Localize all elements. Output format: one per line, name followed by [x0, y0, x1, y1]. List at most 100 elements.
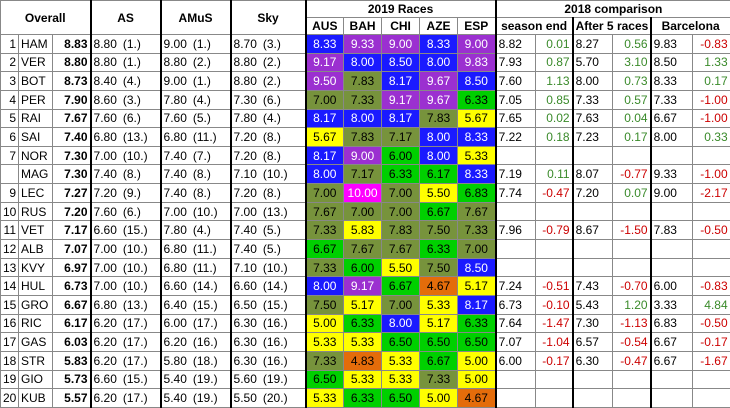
amus-rating: 9.00 (1.): [160, 71, 232, 91]
overall-rating: 6.17: [51, 313, 92, 334]
comparison-delta: -1.50: [612, 220, 652, 241]
overall-rating: 7.20: [51, 201, 92, 222]
comparison-delta: [692, 257, 730, 278]
rating-value: 7.40: [163, 148, 187, 163]
sky-rating: 5.60 (19.): [230, 369, 307, 390]
header-cell: AMuS: [160, 0, 232, 35]
as-rating: 8.80 (1.): [90, 52, 162, 73]
comparison-delta: 0.87: [535, 52, 574, 73]
rating-value: 7.60: [93, 204, 117, 219]
position: 14: [0, 276, 19, 296]
as-rating: 6.80 (13.): [90, 294, 162, 315]
as-rating: 6.20 (17.): [90, 332, 162, 352]
race-header: BAH: [343, 17, 383, 35]
rating-rank: (2.): [262, 55, 281, 70]
rating-rank: (1.): [122, 36, 141, 51]
rating-value: 6.80: [93, 130, 117, 145]
rating-rank: (10.): [262, 167, 288, 182]
race-rating: 5.67: [305, 127, 345, 147]
comparison-delta: [612, 369, 652, 390]
race-rating: 6.83: [457, 183, 497, 203]
position: 2: [0, 52, 19, 73]
rating-value: 5.40: [163, 391, 187, 406]
driver: KVY: [18, 257, 53, 278]
position: 4: [0, 89, 19, 110]
race-rating: 5.17: [343, 294, 383, 315]
as-rating: 6.60 (15.): [90, 369, 162, 390]
as-rating: 6.20 (17.): [90, 350, 162, 371]
rating-value: 6.80: [163, 260, 187, 275]
comparison-value: [495, 257, 537, 278]
driver-row: 2 VER 8.80 8.80 (1.) 8.80 (2.) 8.80 (2.) 9.17 8.00…: [0, 52, 730, 73]
race-rating: 4.83: [343, 350, 383, 371]
overall-rating: 7.17: [51, 220, 92, 241]
as-rating: 7.00 (10.): [90, 257, 162, 278]
header-row: AUS BAH CHI AZE ESP season end After 5 races Ba…: [1, 17, 730, 35]
race-rating: 5.33: [343, 369, 383, 390]
rating-value: 6.00: [163, 316, 187, 331]
race-rating: 4.67: [457, 388, 497, 408]
driver-row: 7 NOR 7.30 7.00 (10.) 7.40 (7.) 7.20 (8.) 8.17 9.0…: [0, 145, 730, 166]
comparison-value: 7.23: [572, 127, 614, 147]
driver-row: 9 LEC 7.27 7.20 (9.) 7.40 (8.) 7.20 (8.) 7.00 10.0…: [0, 183, 730, 203]
comparison-delta: 0.56: [612, 34, 652, 54]
comparison-delta: -1.04: [535, 332, 574, 352]
driver-row: 15 GRO 6.67 6.80 (13.) 6.40 (15.) 6.50 (15.) 7.50…: [0, 294, 730, 315]
driver-row: 13 KVY 6.97 7.00 (10.) 6.80 (11.) 7.10 (10.) 7.33…: [0, 257, 730, 278]
sky-rating: 7.10 (10.): [230, 257, 307, 278]
comparison-delta: [612, 257, 652, 278]
comparison-value: 7.19: [495, 164, 537, 185]
race-rating: 5.00: [457, 350, 497, 371]
as-rating: 8.60 (3.): [90, 89, 162, 110]
comparison-header: After 5 races: [572, 17, 652, 35]
rating-rank: (17.): [192, 316, 218, 331]
comparison-value: [572, 145, 614, 166]
race-rating: 5.00: [305, 313, 345, 334]
race-rating: 6.00: [343, 257, 383, 278]
as-rating: 6.60 (15.): [90, 220, 162, 241]
race-header: CHI: [381, 17, 421, 35]
as-rating: 8.80 (1.): [90, 34, 162, 54]
rating-rank: (13.): [262, 204, 288, 219]
race-rating: 7.17: [381, 127, 421, 147]
race-rating: 8.33: [419, 34, 459, 54]
comparison-value: 7.43: [572, 276, 614, 296]
rating-rank: (14.): [192, 279, 218, 294]
rating-value: 7.80: [233, 111, 257, 126]
comparison-value: 8.82: [495, 34, 537, 54]
rating-rank: (11.): [192, 130, 217, 145]
comparison-value: 5.70: [572, 52, 614, 73]
overall-rating: 6.67: [51, 294, 92, 315]
race-rating: 5.00: [419, 388, 459, 408]
race-rating: 8.00: [305, 164, 345, 185]
rating-rank: (14.): [262, 279, 288, 294]
driver: GIO: [18, 369, 53, 390]
race-rating: 6.33: [381, 164, 421, 185]
race-rating: 7.67: [381, 239, 421, 259]
race-rating: 8.17: [305, 108, 345, 129]
driver: MAG: [18, 164, 53, 185]
rating-value: 8.80: [233, 74, 257, 89]
sky-rating: 7.80 (4.): [230, 108, 307, 129]
driver-row: 18 STR 5.83 6.20 (17.) 5.80 (18.) 6.30 (16.) 7.33…: [0, 350, 730, 371]
driver: BOT: [18, 71, 53, 91]
race-rating: 8.50: [457, 71, 497, 91]
race-rating: 9.67: [419, 89, 459, 110]
driver-row: 3 BOT 8.73 8.40 (4.) 9.00 (1.) 8.80 (2.) 9.50 7.83…: [0, 71, 730, 91]
race-rating: 7.00: [381, 183, 421, 203]
race-rating: 9.83: [457, 52, 497, 73]
rating-value: 7.40: [163, 167, 187, 182]
driver: HUL: [18, 276, 53, 296]
comparison-delta: 0.73: [612, 71, 652, 91]
comparison-value: 7.96: [495, 220, 537, 241]
as-rating: 7.00 (10.): [90, 239, 162, 259]
rating-rank: (15.): [262, 297, 288, 312]
sky-rating: 7.20 (8.): [230, 183, 307, 203]
comparison-value: 7.33: [572, 89, 614, 110]
rating-rank: (9.): [122, 185, 141, 200]
race-rating: 6.33: [457, 313, 497, 334]
race-rating: 5.83: [343, 220, 383, 241]
comparison-delta: -1.00: [692, 89, 730, 110]
rating-rank: (10.): [262, 260, 288, 275]
rating-value: 7.60: [163, 111, 187, 126]
